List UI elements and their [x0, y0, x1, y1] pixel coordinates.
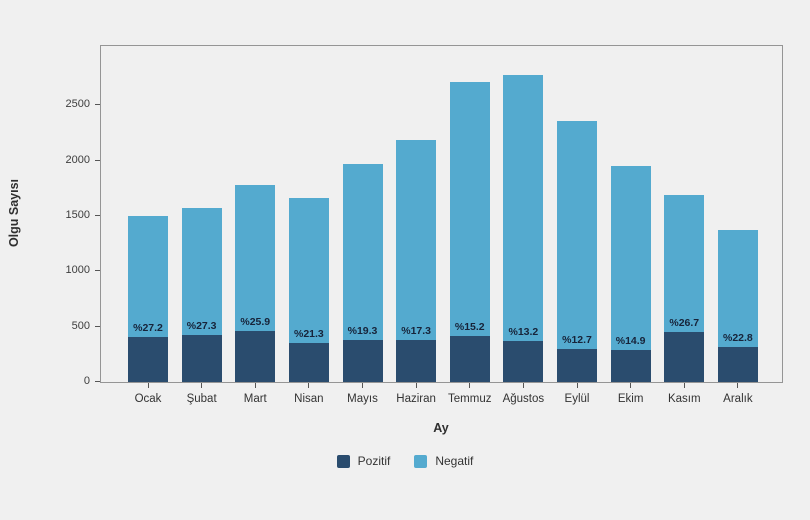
- legend-swatch-icon: [414, 454, 428, 468]
- bar-group: %21.3 Nisan: [288, 46, 329, 405]
- bar-segment-pozitif[interactable]: [128, 336, 168, 382]
- y-tick: [95, 381, 100, 382]
- bar-group: %22.8 Aralık: [717, 46, 758, 405]
- y-tick-label: 0: [83, 375, 90, 387]
- bar-segment-negatif[interactable]: [128, 215, 168, 337]
- x-tick: [254, 383, 256, 388]
- x-category-label: Ocak: [134, 393, 162, 405]
- x-category-label: Ağustos: [502, 393, 545, 405]
- bar-segment-pozitif[interactable]: [664, 332, 705, 382]
- x-category-label: Şubat: [186, 393, 217, 405]
- bar-group: %17.3 Haziran: [396, 46, 437, 405]
- bar-segment-negatif[interactable]: [181, 208, 222, 335]
- x-tick: [630, 383, 632, 388]
- y-tick: [95, 159, 100, 161]
- bar-group: %15.2 Temmuz: [448, 46, 491, 405]
- bar-segment-negatif[interactable]: [664, 194, 705, 333]
- bar-group: %19.3 Mayıs: [342, 46, 383, 405]
- bar-segment-negatif[interactable]: [449, 81, 490, 337]
- x-tick: [147, 383, 149, 388]
- bar-group: %12.7 Eylül: [557, 46, 597, 405]
- x-category-label: Eylül: [564, 393, 590, 405]
- x-tick: [576, 383, 578, 388]
- x-tick: [308, 383, 310, 388]
- legend-item-pozitif[interactable]: Pozitif: [336, 454, 391, 468]
- x-tick: [683, 383, 685, 388]
- bar-segment-negatif[interactable]: [342, 163, 383, 340]
- y-tick-label: 1500: [65, 208, 90, 221]
- y-tick-label: 2000: [65, 153, 90, 166]
- bar-segment-pozitif[interactable]: [503, 341, 544, 382]
- x-category-label: Kasım: [667, 393, 701, 405]
- x-category-label: Nisan: [294, 393, 324, 405]
- x-tick: [522, 383, 524, 388]
- bar-percentage-label: %13.2: [508, 326, 539, 339]
- bar-group: %14.9 Ekim: [610, 46, 651, 405]
- x-category-label: Mayıs: [347, 393, 378, 405]
- plot-area: %27.2 Ocak %27.3 Şubat %25.9 Mart %21.3 Nisan %1…: [100, 45, 783, 405]
- y-tick-label: 500: [71, 319, 90, 332]
- bar-segment-pozitif[interactable]: [181, 334, 222, 382]
- x-category-label: Ekim: [617, 393, 644, 405]
- bar-segment-pozitif[interactable]: [449, 336, 490, 382]
- bar-segment-negatif[interactable]: [557, 120, 597, 349]
- bar-segment-pozitif[interactable]: [557, 348, 597, 382]
- bar-segment-pozitif[interactable]: [288, 342, 329, 382]
- y-tick: [95, 270, 100, 272]
- y-tick-label: 1000: [65, 264, 90, 277]
- bar-segment-pozitif[interactable]: [342, 339, 383, 382]
- y-tick-label: 2500: [65, 98, 90, 111]
- legend-swatch-icon: [336, 454, 350, 468]
- x-category-label: Haziran: [396, 393, 436, 405]
- bar-percentage-label: %15.2: [454, 321, 485, 334]
- y-tick: [95, 104, 100, 106]
- bar-segment-negatif[interactable]: [610, 166, 651, 350]
- legend-label: Pozitif: [357, 454, 391, 468]
- bar-group: %25.9 Mart: [235, 46, 276, 405]
- y-axis-title: Olgu Sayısı: [7, 178, 21, 248]
- bar-percentage-label: %27.2: [133, 321, 163, 334]
- bar-percentage-label: %14.9: [615, 334, 646, 347]
- legend: Pozitif Negatif: [0, 454, 810, 468]
- bar-segment-negatif[interactable]: [503, 74, 544, 342]
- bar-percentage-label: %12.7: [562, 333, 592, 346]
- x-category-label: Aralık: [723, 393, 753, 405]
- legend-label: Negatif: [435, 454, 474, 468]
- x-axis-title: Ay: [433, 421, 449, 435]
- x-tick: [415, 383, 417, 388]
- bar-segment-pozitif[interactable]: [235, 330, 276, 382]
- bar-percentage-label: %26.7: [669, 317, 700, 330]
- x-tick: [469, 383, 471, 388]
- bar-percentage-label: %19.3: [347, 324, 378, 337]
- bar-segment-negatif[interactable]: [717, 229, 758, 348]
- y-tick: [95, 214, 100, 216]
- bar-percentage-label: %21.3: [293, 327, 324, 340]
- bar-group: %27.2 Ocak: [128, 46, 168, 405]
- bar-segment-negatif[interactable]: [288, 197, 329, 343]
- y-tick: [95, 325, 100, 327]
- bar-segment-negatif[interactable]: [396, 140, 437, 341]
- bar-group: %27.3 Şubat: [181, 46, 222, 405]
- x-category-label: Mart: [243, 393, 267, 405]
- x-tick: [737, 383, 739, 388]
- bar-segment-negatif[interactable]: [235, 184, 276, 331]
- bar-segment-pozitif[interactable]: [717, 347, 758, 382]
- x-tick: [362, 383, 363, 388]
- x-tick: [201, 383, 203, 388]
- bar-percentage-label: %25.9: [240, 315, 271, 328]
- x-category-label: Temmuz: [448, 393, 492, 405]
- bar-segment-pozitif[interactable]: [396, 340, 437, 382]
- bar-group: %26.7 Kasım: [664, 46, 705, 405]
- bar-percentage-label: %22.8: [722, 332, 753, 345]
- bar-group: %13.2 Ağustos: [503, 46, 544, 405]
- bar-percentage-label: %27.3: [186, 319, 217, 332]
- legend-item-negatif[interactable]: Negatif: [414, 454, 473, 468]
- bar-percentage-label: %17.3: [401, 325, 432, 338]
- bars-container: %27.2 Ocak %27.3 Şubat %25.9 Mart %21.3 Nisan %1…: [101, 46, 782, 405]
- bar-segment-pozitif[interactable]: [610, 349, 651, 382]
